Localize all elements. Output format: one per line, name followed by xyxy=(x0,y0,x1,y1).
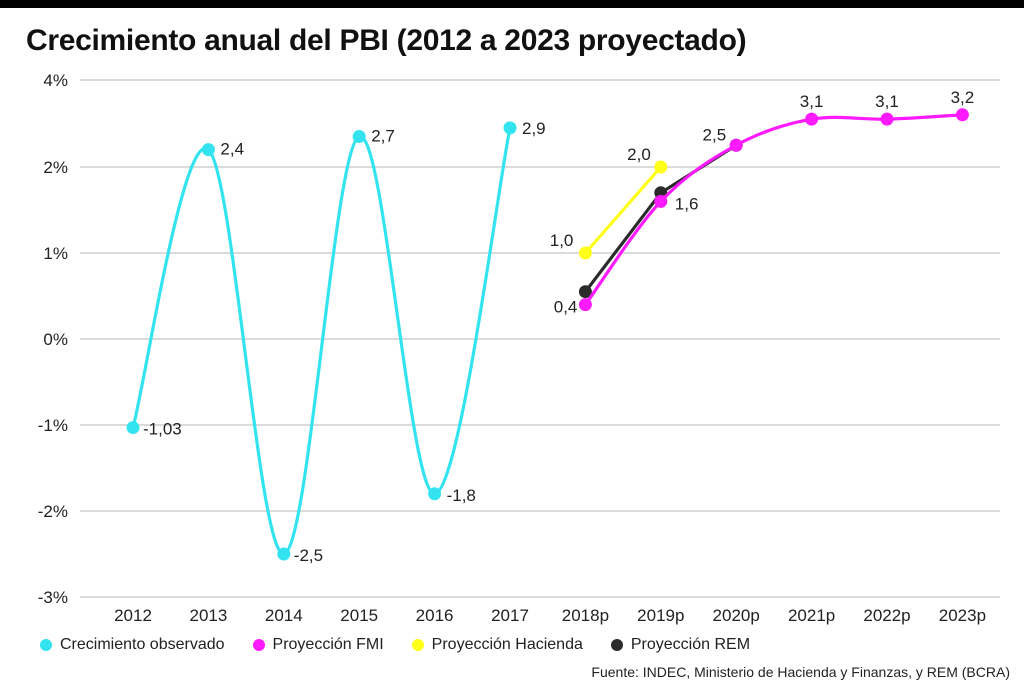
legend-label: Proyección REM xyxy=(630,636,751,653)
data-label: 2,4 xyxy=(220,140,244,159)
legend-label: Crecimiento observado xyxy=(60,636,225,653)
y-tick-label: -2% xyxy=(38,502,68,521)
data-point-3 xyxy=(578,285,592,299)
data-label: 2,7 xyxy=(371,127,395,146)
data-point-0 xyxy=(126,421,140,435)
data-label: -2,5 xyxy=(294,546,323,565)
y-tick-label: -1% xyxy=(38,416,68,435)
x-tick-label: 2012 xyxy=(114,606,152,625)
series-line-2 xyxy=(583,165,663,255)
legend: Crecimiento observado Proyección FMI Pro… xyxy=(40,636,750,654)
data-point-1 xyxy=(578,298,592,312)
data-point-1 xyxy=(805,112,819,126)
data-point-1 xyxy=(880,112,894,126)
legend-item-fmi: Proyección FMI xyxy=(252,636,384,654)
x-tick-label: 2014 xyxy=(265,606,303,625)
x-tick-label: 2021p xyxy=(788,606,835,625)
top-bar xyxy=(0,0,1024,8)
x-tick-label: 2016 xyxy=(416,606,454,625)
y-tick-label: 1% xyxy=(43,244,68,263)
data-label: 1,0 xyxy=(550,231,574,250)
x-tick-label: 2020p xyxy=(713,606,760,625)
data-label: 2,9 xyxy=(522,119,546,138)
data-label: 2,0 xyxy=(627,145,651,164)
y-tick-label: 4% xyxy=(43,71,68,90)
data-label: 0,4 xyxy=(554,298,578,317)
series-line-1 xyxy=(583,113,964,307)
legend-label: Proyección FMI xyxy=(272,636,384,653)
x-tick-label: 2022p xyxy=(863,606,910,625)
data-point-2 xyxy=(654,160,668,174)
data-point-1 xyxy=(729,138,743,152)
y-tick-label: -3% xyxy=(38,588,68,607)
x-tick-label: 2017 xyxy=(491,606,529,625)
data-point-0 xyxy=(503,121,517,135)
legend-item-observado: Crecimiento observado xyxy=(40,636,225,654)
legend-marker xyxy=(411,639,424,651)
x-tick-label: 2018p xyxy=(562,606,609,625)
x-tick-label: 2015 xyxy=(340,606,378,625)
data-label: 3,2 xyxy=(951,88,975,107)
data-label: 3,1 xyxy=(800,92,824,111)
legend-item-rem: Proyección REM xyxy=(610,636,751,654)
data-label: 2,5 xyxy=(703,125,727,144)
source-note: Fuente: INDEC, Ministerio de Hacienda y … xyxy=(591,664,1010,680)
data-point-1 xyxy=(654,194,668,208)
data-point-2 xyxy=(578,246,592,260)
data-point-1 xyxy=(955,108,969,122)
chart-title: Crecimiento anual del PBI (2012 a 2023 p… xyxy=(26,24,747,57)
y-tick-label: 0% xyxy=(43,330,68,349)
legend-marker xyxy=(40,639,52,651)
data-point-0 xyxy=(201,143,215,157)
legend-marker xyxy=(610,639,623,651)
x-tick-label: 2013 xyxy=(189,606,227,625)
data-point-0 xyxy=(352,130,366,144)
data-label: 3,1 xyxy=(875,92,899,111)
x-tick-label: 2019p xyxy=(637,606,684,625)
legend-item-hacienda: Proyección Hacienda xyxy=(411,636,583,654)
x-tick-label: 2023p xyxy=(939,606,986,625)
data-point-0 xyxy=(277,547,291,561)
data-label: -1,8 xyxy=(447,486,476,505)
data-point-0 xyxy=(428,487,442,501)
legend-label: Proyección Hacienda xyxy=(431,636,583,653)
data-label: 1,6 xyxy=(675,194,699,213)
data-label: -1,03 xyxy=(143,420,182,439)
legend-marker xyxy=(252,639,265,651)
y-tick-label: 2% xyxy=(43,158,68,177)
